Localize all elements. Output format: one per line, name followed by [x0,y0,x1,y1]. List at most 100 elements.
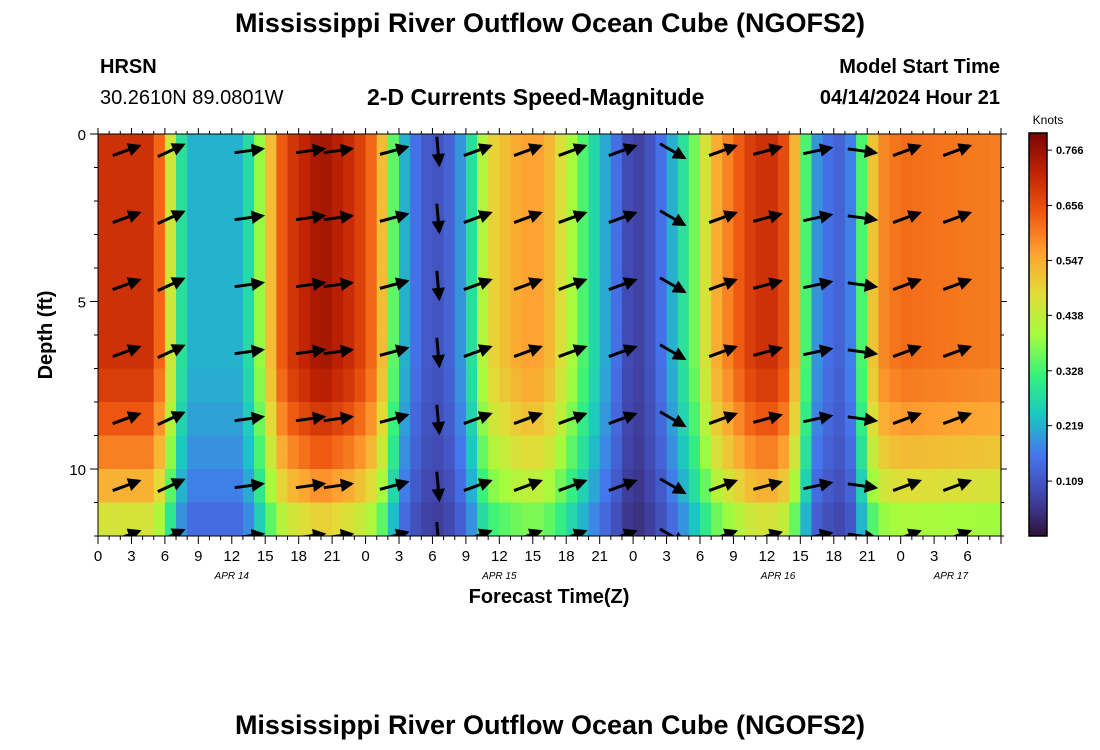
heatmap-cell [655,201,668,236]
heatmap-cell [588,301,601,336]
heatmap-cell [922,402,935,437]
heatmap-cell [354,402,367,437]
heatmap-cell [588,167,601,202]
heatmap-cell [677,167,690,202]
heatmap-cell [153,435,166,470]
current-arrow [809,528,834,536]
heatmap-cell [488,402,500,437]
heatmap-cell [666,368,679,403]
heatmap-cell [176,201,188,236]
heatmap-cell [298,234,311,269]
heatmap-cell [287,335,300,370]
current-arrow [513,143,543,157]
heatmap-cell [365,368,378,403]
heatmap-cell [889,469,902,504]
heatmap-cell [153,402,166,437]
heatmap-cell [800,301,813,336]
x-tick-label: 15 [792,548,809,565]
heatmap-cell [655,402,668,437]
heatmap-cell [142,134,155,169]
heatmap-cell [399,368,411,403]
heatmap-cell [978,234,991,269]
x-tick-label: 12 [491,548,508,565]
heatmap-cell [309,502,322,536]
heatmap-cell [120,368,133,403]
heatmap-cell [287,435,300,470]
heatmap-cell [209,234,222,269]
heatmap-cell [432,167,445,202]
heatmap-cell [688,234,701,269]
heatmap-cell [900,301,913,336]
heatmap-cell [599,167,612,202]
heatmap-cell [934,368,946,403]
heatmap-cell [577,301,590,336]
heatmap-cell [889,201,902,236]
colorbar-tick-label: 0.438 [1056,310,1084,322]
y-tick-label: 0 [78,127,86,144]
heatmap-cell [700,234,712,269]
current-arrow [112,277,142,291]
heatmap-cell [354,268,367,303]
heatmap-cell [878,234,891,269]
heatmap-cell [644,268,657,303]
heatmap-cell [365,301,378,336]
heatmap-cell [220,167,233,202]
heatmap-cell [766,502,779,536]
model-start-value: 04/14/2024 Hour 21 [819,87,1000,109]
current-arrow [463,210,493,224]
current-arrow [708,143,738,157]
heatmap-cell [220,402,233,437]
heatmap-cell [856,167,868,202]
heatmap-cell [142,502,155,536]
heatmap-cell [599,335,612,370]
heatmap-cell [566,368,578,403]
heatmap-cell [911,335,924,370]
heatmap-cell [265,435,277,470]
heatmap-cell [499,368,512,403]
heatmap-cell [833,368,846,403]
heatmap-cell [187,301,199,336]
heatmap-cell [800,469,813,504]
heatmap-cell [543,469,556,504]
heatmap-cell [744,402,757,437]
heatmap-cell [432,234,445,269]
heatmap-cell [98,469,110,504]
heatmap-cell [131,134,144,169]
heatmap-cell [633,469,645,504]
heatmap-cell [789,469,801,504]
heatmap-cell [242,234,255,269]
heatmap-cell [844,502,857,536]
heatmap-cell [822,469,835,504]
heatmap-cell [856,368,868,403]
heatmap-cell [499,402,512,437]
heatmap-cell [488,134,500,169]
heatmap-cell [488,435,500,470]
heatmap-cell [465,134,478,169]
heatmap-cell [153,234,166,269]
heatmap-cell [945,368,958,403]
heatmap-cell [421,301,434,336]
current-arrow [952,528,973,536]
heatmap-cell [443,201,456,236]
heatmap-cell [242,167,255,202]
heatmap-cell [454,469,467,504]
heatmap-cell [867,502,879,536]
heatmap-cell [989,301,1001,336]
heatmap-cell [744,234,757,269]
heatmap-cell [488,201,500,236]
heatmap-cell [209,268,222,303]
current-arrow [295,411,327,425]
heatmap-cell [298,435,311,470]
heatmap-cell [399,469,411,504]
heatmap-cell [789,368,801,403]
heatmap-cell [811,167,824,202]
heatmap-cell [198,368,211,403]
heatmap-cell [499,201,512,236]
heatmap-cell [287,167,300,202]
heatmap-cell [733,167,746,202]
heatmap-cell [209,335,222,370]
current-arrow [463,478,493,492]
heatmap-cell [98,134,110,169]
heatmap-cell [666,234,679,269]
heatmap-cell [176,234,188,269]
